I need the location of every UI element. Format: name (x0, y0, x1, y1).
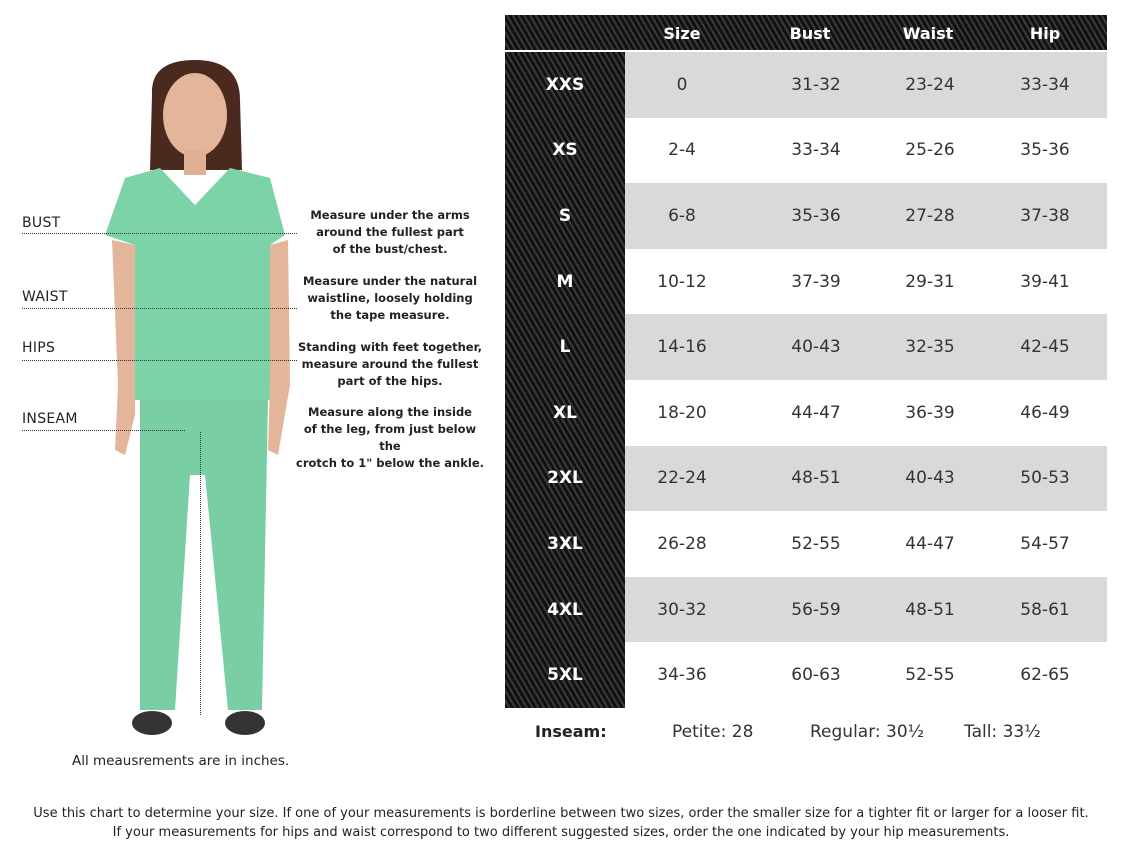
inseam-petite: Petite: 28 (672, 722, 754, 742)
size-label: 5XL (547, 665, 583, 686)
units-note: All meausrements are in inches. (72, 753, 290, 769)
size-cell: 2-4 (668, 140, 696, 161)
waist-cell: 27-28 (905, 205, 955, 226)
size-label: 4XL (547, 599, 583, 620)
hip-cell: 46-49 (1020, 402, 1070, 423)
table-header: Size Bust Waist Hip (505, 15, 1107, 50)
footer-line-1: Use this chart to determine your size. I… (33, 806, 1089, 821)
size-cell: 34-36 (657, 665, 707, 686)
table-row: S 6-8 35-36 27-28 37-38 (505, 183, 1107, 249)
inseam-label: INSEAM (22, 411, 78, 427)
size-label: 3XL (547, 533, 583, 554)
inseam-instruction: Measure along the inside of the leg, from… (296, 405, 484, 470)
bust-cell: 37-39 (791, 271, 841, 292)
hips-line (22, 360, 297, 361)
table-row: XXS 0 31-32 23-24 33-34 (505, 52, 1107, 118)
waist-line (22, 308, 297, 309)
waist-cell: 44-47 (905, 533, 955, 554)
size-cell: 22-24 (657, 468, 707, 489)
size-cell: 10-12 (657, 271, 707, 292)
hip-cell: 33-34 (1020, 74, 1070, 95)
waist-cell: 32-35 (905, 337, 955, 358)
bust-line (22, 233, 297, 234)
waist-cell: 48-51 (905, 599, 955, 620)
size-label: XL (553, 402, 577, 423)
hip-cell: 39-41 (1020, 271, 1070, 292)
row-background (625, 576, 1107, 643)
table-row: M 10-12 37-39 29-31 39-41 (505, 249, 1107, 315)
table-row: XL 18-20 44-47 36-39 46-49 (505, 380, 1107, 446)
waist-label: WAIST (22, 289, 68, 305)
size-label: S (558, 205, 572, 226)
hips-instruction: Standing with feet together, measure arou… (298, 340, 482, 388)
row-background (625, 183, 1107, 249)
inseam-tall: Tall: 33½ (964, 722, 1041, 742)
waist-cell: 29-31 (905, 271, 955, 292)
hip-cell: 42-45 (1020, 337, 1070, 358)
size-label: XXS (545, 74, 585, 95)
waist-cell: 52-55 (905, 665, 955, 686)
table-row: 4XL 30-32 56-59 48-51 58-61 (505, 576, 1107, 643)
header-waist: Waist (902, 24, 954, 43)
table-row: XS 2-4 33-34 25-26 35-36 (505, 118, 1107, 184)
row-background (625, 445, 1107, 512)
bust-cell: 44-47 (791, 402, 841, 423)
waist-cell: 36-39 (905, 402, 955, 423)
inseam-line (22, 430, 185, 431)
size-cell: 30-32 (657, 599, 707, 620)
hip-cell: 62-65 (1020, 665, 1070, 686)
hip-cell: 37-38 (1020, 205, 1070, 226)
size-cell: 26-28 (657, 533, 707, 554)
hip-cell: 58-61 (1020, 599, 1070, 620)
size-label: 2XL (547, 468, 583, 489)
header-size: Size (663, 24, 701, 43)
size-cell: 0 (676, 74, 688, 95)
bust-cell: 33-34 (791, 140, 841, 161)
bust-cell: 56-59 (791, 599, 841, 620)
waist-cell: 23-24 (905, 74, 955, 95)
size-label: XS (552, 140, 578, 161)
bust-label: BUST (22, 215, 61, 231)
row-background (625, 52, 1107, 118)
size-label-column (505, 52, 625, 708)
hip-cell: 35-36 (1020, 140, 1070, 161)
header-hip: Hip (1029, 24, 1061, 43)
hips-label: HIPS (22, 340, 56, 356)
waist-cell: 40-43 (905, 468, 955, 489)
table-row: 2XL 22-24 48-51 40-43 50-53 (505, 445, 1107, 512)
waist-cell: 25-26 (905, 140, 955, 161)
model-figure (105, 60, 290, 735)
bust-cell: 31-32 (791, 74, 841, 95)
inseam-vertical-line (200, 432, 201, 715)
bust-cell: 52-55 (791, 533, 841, 554)
size-label: M (556, 271, 574, 292)
hip-cell: 50-53 (1020, 468, 1070, 489)
waist-instruction: Measure under the natural waistline, loos… (302, 274, 478, 322)
inseam-row-label: Inseam: (535, 722, 607, 741)
table-row: 5XL 34-36 60-63 52-55 62-65 (505, 642, 1107, 708)
hip-cell: 54-57 (1020, 533, 1070, 554)
size-cell: 18-20 (657, 402, 707, 423)
bust-instruction: Measure under the arms around the fullest… (310, 208, 470, 256)
inseam-regular: Regular: 30½ (810, 722, 925, 742)
bust-cell: 48-51 (791, 468, 841, 489)
size-label: L (559, 337, 571, 358)
table-row: 3XL 26-28 52-55 44-47 54-57 (505, 511, 1107, 577)
row-background (625, 314, 1107, 380)
footer-line-2: If your measurements for hips and waist … (112, 825, 1010, 840)
size-cell: 6-8 (668, 205, 696, 226)
size-cell: 14-16 (657, 337, 707, 358)
header-bust: Bust (789, 24, 831, 43)
table-row: L 14-16 40-43 32-35 42-45 (505, 314, 1107, 380)
bust-cell: 60-63 (791, 665, 841, 686)
bust-cell: 35-36 (791, 205, 841, 226)
bust-cell: 40-43 (791, 337, 841, 358)
